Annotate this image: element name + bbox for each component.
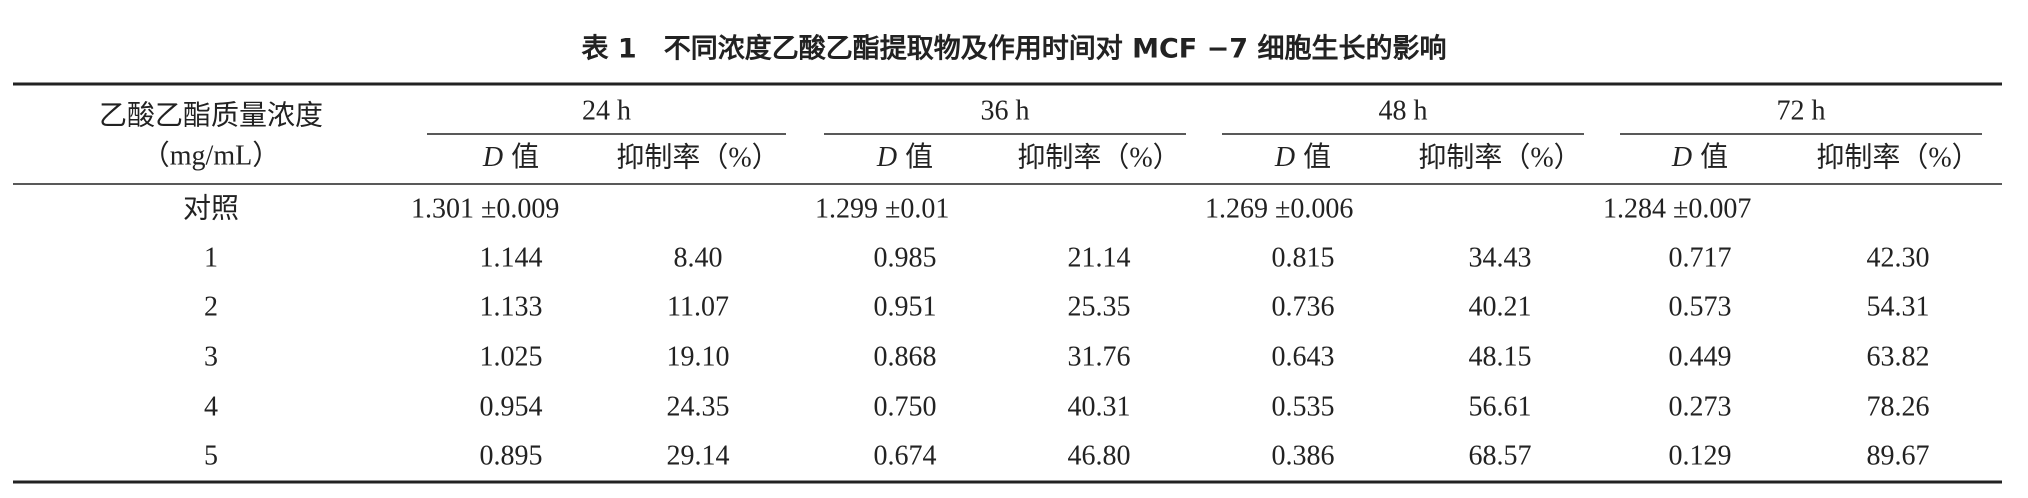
table-title: 表 1 不同浓度乙酸乙酯提取物及作用时间对 MCF −7 细胞生长的影响 <box>582 33 1447 65</box>
d-text: 值 <box>511 141 539 173</box>
cell: 19.10 <box>667 341 730 372</box>
cell: 40.21 <box>1469 291 1532 322</box>
row-label: 5 <box>204 440 218 471</box>
cell: 21.14 <box>1068 242 1131 273</box>
group-header: 72 h <box>1777 95 1826 126</box>
row-label: 3 <box>204 341 218 372</box>
row-label: 2 <box>204 291 218 322</box>
cell: 0.643 <box>1272 341 1335 372</box>
control-value: 1.269 ±0.006 <box>1205 193 1353 224</box>
cell: 1.025 <box>480 341 543 372</box>
control-value: 1.284 ±0.007 <box>1603 193 1751 224</box>
cell: 34.43 <box>1469 242 1532 273</box>
sub-header-inhibition: 抑制率（%） <box>1017 141 1180 173</box>
cell: 0.449 <box>1669 341 1732 372</box>
cell: 89.67 <box>1867 440 1930 471</box>
cell: 0.895 <box>480 440 543 471</box>
cell: 0.736 <box>1272 291 1335 322</box>
cell: 0.273 <box>1669 391 1732 422</box>
d-symbol: D <box>1274 142 1295 173</box>
cell: 56.61 <box>1469 391 1532 422</box>
group-header: 48 h <box>1379 95 1428 126</box>
corner-label: 乙酸乙酯质量浓度 <box>99 99 323 131</box>
cell: 0.573 <box>1669 291 1732 322</box>
d-symbol: D <box>482 142 503 173</box>
cell: 1.133 <box>480 291 543 322</box>
cell: 42.30 <box>1867 242 1930 273</box>
d-symbol: D <box>876 142 897 173</box>
d-text: 值 <box>905 141 933 173</box>
cell: 63.82 <box>1867 341 1930 372</box>
d-text: 值 <box>1700 141 1728 173</box>
cell: 78.26 <box>1867 391 1930 422</box>
cell: 0.815 <box>1272 242 1335 273</box>
cell: 0.674 <box>874 440 937 471</box>
control-label: 对照 <box>183 192 239 224</box>
cell: 0.717 <box>1669 242 1732 273</box>
group-header: 36 h <box>981 95 1030 126</box>
sub-header-inhibition: 抑制率（%） <box>1816 141 1979 173</box>
control-value: 1.299 ±0.01 <box>815 193 949 224</box>
cell: 0.750 <box>874 391 937 422</box>
cell: 40.31 <box>1068 391 1131 422</box>
cell: 54.31 <box>1867 291 1930 322</box>
cell: 31.76 <box>1068 341 1131 372</box>
cell: 48.15 <box>1469 341 1532 372</box>
cell: 0.868 <box>874 341 937 372</box>
cell: 1.144 <box>480 242 543 273</box>
cell: 29.14 <box>667 440 730 471</box>
cell: 0.954 <box>480 391 543 422</box>
control-value: 1.301 ±0.009 <box>411 193 559 224</box>
cell: 11.07 <box>667 291 729 322</box>
cell: 8.40 <box>674 242 723 273</box>
corner-unit: （mg/mL） <box>142 139 280 171</box>
d-text: 值 <box>1303 141 1331 173</box>
cell: 0.985 <box>874 242 937 273</box>
sub-header-inhibition: 抑制率（%） <box>1418 141 1581 173</box>
group-header: 24 h <box>582 95 631 126</box>
cell: 25.35 <box>1068 291 1131 322</box>
cell: 46.80 <box>1068 440 1131 471</box>
cell: 0.129 <box>1669 440 1732 471</box>
sub-header-inhibition: 抑制率（%） <box>616 141 779 173</box>
row-label: 1 <box>204 242 218 273</box>
cell: 24.35 <box>667 391 730 422</box>
cell: 68.57 <box>1469 440 1532 471</box>
d-symbol: D <box>1671 142 1692 173</box>
cell: 0.386 <box>1272 440 1335 471</box>
cell: 0.951 <box>874 291 937 322</box>
cell: 0.535 <box>1272 391 1335 422</box>
row-label: 4 <box>204 391 218 422</box>
